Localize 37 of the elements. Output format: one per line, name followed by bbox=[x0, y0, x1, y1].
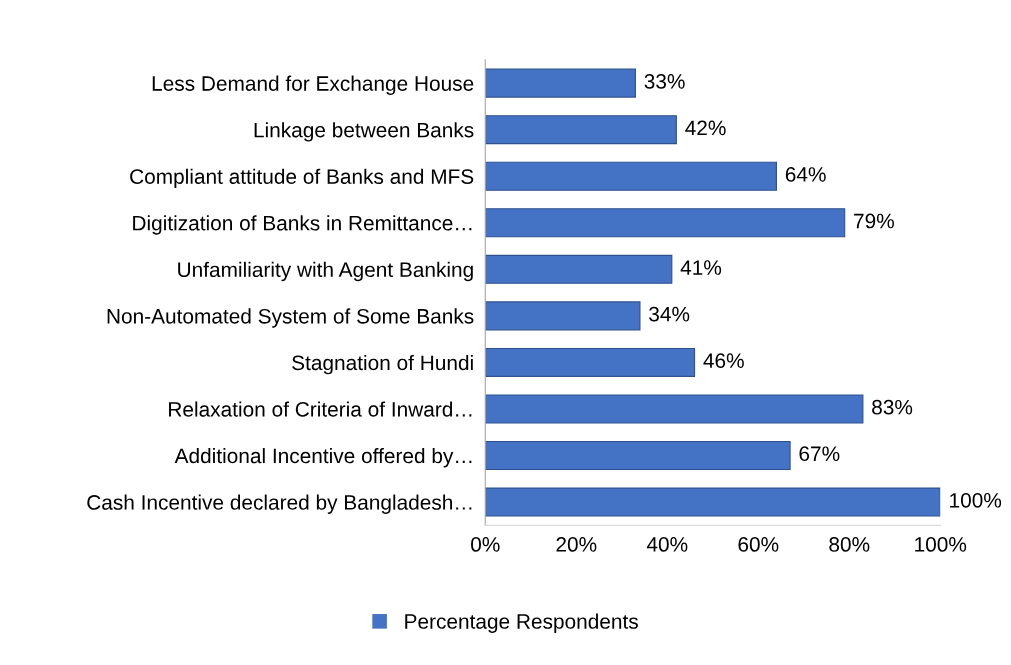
data-label: 42% bbox=[685, 120, 726, 136]
x-tick-label: 100% bbox=[915, 537, 967, 552]
x-tick-label: 60% bbox=[738, 537, 779, 552]
data-label: 41% bbox=[680, 260, 722, 275]
y-tick-label: Unfamiliarity with Agent Banking bbox=[178, 261, 473, 282]
data-label: 100% bbox=[950, 492, 1002, 508]
bar bbox=[485, 254, 673, 284]
y-tick-label: Less Demand for Exchange House bbox=[152, 75, 474, 95]
bar bbox=[485, 115, 677, 145]
y-tick-label: Additional Incentive offered by… bbox=[174, 447, 472, 468]
bar bbox=[485, 208, 846, 238]
x-tick-label: 40% bbox=[646, 537, 688, 552]
data-label: 33% bbox=[644, 73, 685, 89]
data-label: 46% bbox=[703, 353, 744, 369]
data-label: 83% bbox=[872, 399, 913, 415]
y-tick-label: Digitization of Banks in Remittance… bbox=[133, 215, 472, 235]
bar bbox=[485, 161, 778, 191]
bar bbox=[485, 487, 941, 517]
bar bbox=[485, 394, 864, 424]
y-tick-label: Stagnation of Hundi bbox=[292, 354, 473, 375]
y-tick-label: Cash Incentive declared by Bangladesh… bbox=[87, 494, 472, 514]
data-label: 34% bbox=[649, 306, 690, 322]
bar bbox=[485, 347, 696, 377]
y-tick-label: Relaxation of Criteria of Inward… bbox=[169, 401, 472, 417]
data-label: 64% bbox=[785, 167, 826, 182]
y-tick-label: Non-Automated System of Some Banks bbox=[107, 308, 474, 328]
y-tick-label: Compliant attitude of Banks and MFS bbox=[130, 168, 474, 189]
y-tick-label: Linkage between Banks bbox=[254, 122, 474, 142]
data-label: 67% bbox=[799, 446, 840, 462]
x-tick-label: 20% bbox=[556, 537, 597, 552]
legend-label: Percentage Respondents bbox=[405, 613, 638, 633]
bar bbox=[485, 301, 641, 331]
bar bbox=[485, 441, 791, 471]
x-tick-label: 0% bbox=[471, 537, 500, 552]
bar bbox=[485, 68, 636, 98]
data-label: 79% bbox=[854, 213, 894, 229]
x-tick-label: 80% bbox=[829, 537, 870, 552]
